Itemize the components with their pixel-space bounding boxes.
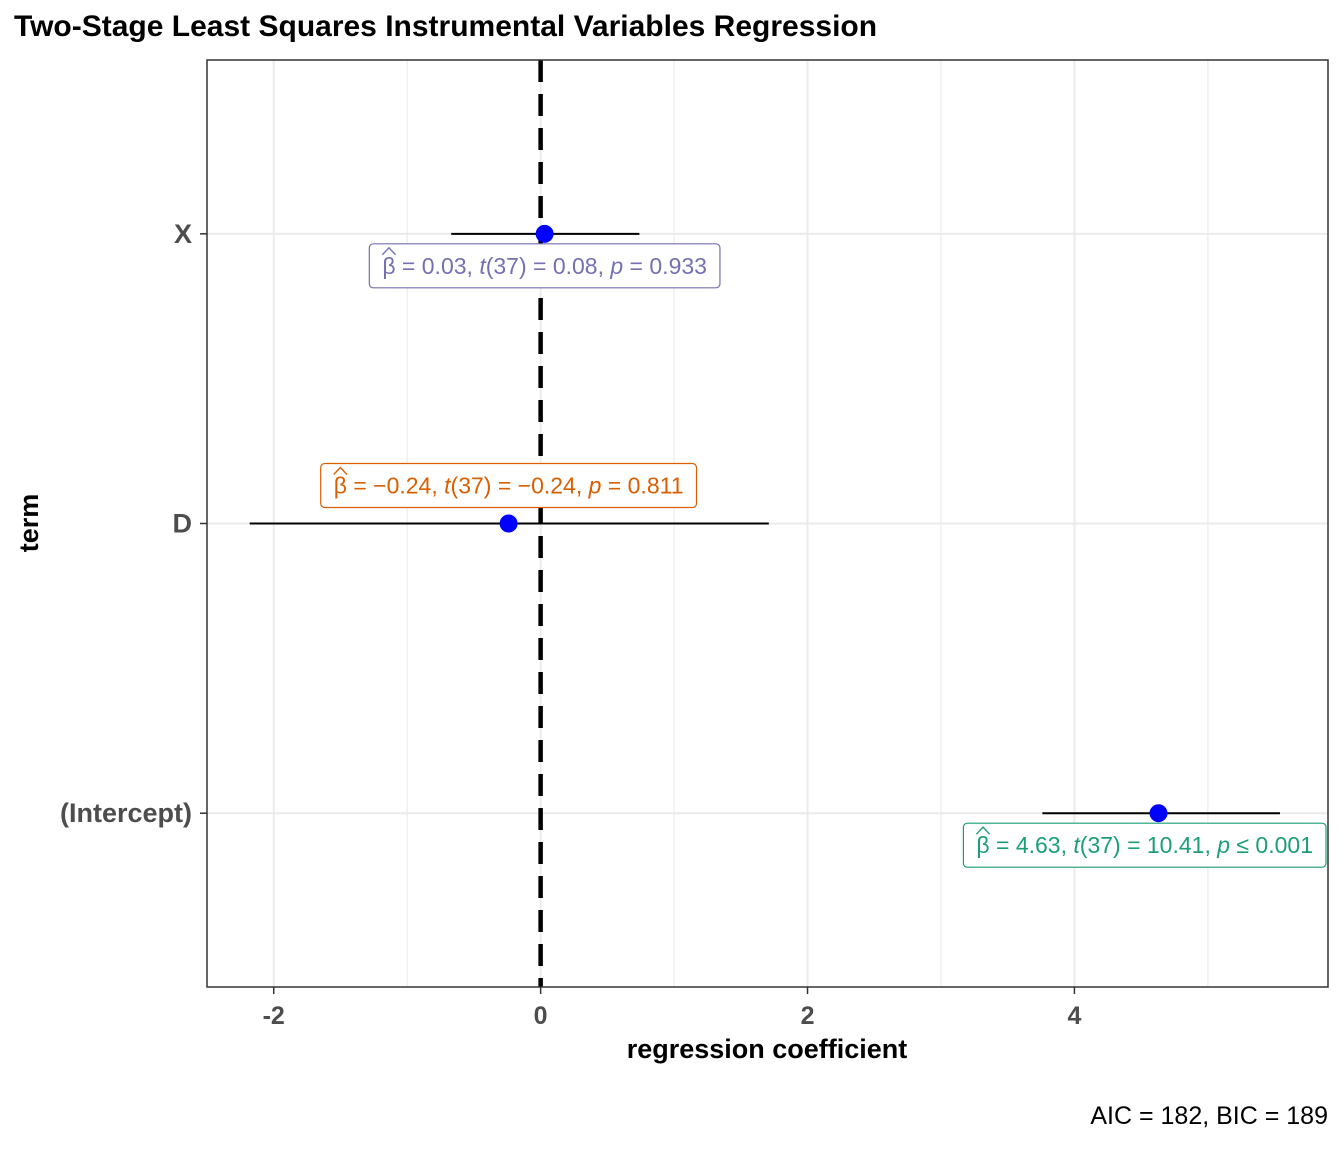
estimate-label-text: β = −0.24, t(37) = −0.24, p = 0.811	[334, 473, 684, 499]
model-fit-caption: AIC = 182, BIC = 189	[1090, 1102, 1328, 1130]
x-tick-label: 4	[1067, 1002, 1081, 1030]
estimate-label-part: (37) = −0.24,	[451, 473, 589, 499]
estimate-point	[499, 514, 518, 533]
estimate-label-text: β = 4.63, t(37) = 10.41, p ≤ 0.001	[976, 832, 1313, 858]
data-marks	[249, 224, 1280, 823]
estimate-label-part: = 0.933	[623, 253, 707, 279]
beta-hat-mark	[381, 246, 397, 256]
x-axis-title: regression coefficient	[627, 1034, 908, 1064]
estimate-label-part: t	[479, 253, 487, 279]
estimate-label-part: (37) = 0.08,	[486, 253, 611, 279]
estimate-point	[535, 224, 554, 243]
estimate-label: β = 4.63, t(37) = 10.41, p ≤ 0.001	[962, 822, 1327, 868]
y-axis-title: term	[14, 494, 44, 553]
estimate-label-box	[962, 822, 1327, 868]
estimate-label-part: = 4.63,	[990, 832, 1074, 858]
estimate-label-part: t	[1073, 832, 1081, 858]
estimate-label-part: p	[609, 253, 623, 279]
estimate-label-part: ≤ 0.001	[1230, 832, 1313, 858]
y-tick-label: (Intercept)	[60, 798, 192, 828]
estimate-label-part: p	[588, 473, 602, 499]
axes: -2 0 2 4 X D (Intercept)	[60, 219, 1082, 1030]
estimate-label-part: = −0.24,	[347, 473, 444, 499]
chart-title: Two-Stage Least Squares Instrumental Var…	[14, 10, 878, 43]
estimate-point	[1149, 804, 1168, 823]
estimate-label: β = −0.24, t(37) = −0.24, p = 0.811	[320, 462, 698, 509]
x-tick-label: 2	[801, 1002, 815, 1030]
y-tick-label: X	[174, 219, 192, 249]
x-tick-label: 0	[534, 1002, 548, 1030]
estimate-label-part: = 0.811	[601, 473, 683, 499]
beta-symbol: β	[334, 473, 347, 499]
x-tick-label: -2	[263, 1002, 285, 1030]
beta-symbol: β	[976, 832, 989, 858]
estimate-label-part: p	[1216, 832, 1230, 858]
estimate-label-text: β = 0.03, t(37) = 0.08, p = 0.933	[382, 253, 707, 279]
estimate-label: β = 0.03, t(37) = 0.08, p = 0.933	[368, 243, 721, 289]
beta-hat-mark	[975, 826, 991, 835]
beta-hat-mark	[333, 466, 348, 475]
estimate-label-box	[368, 243, 721, 289]
estimate-label-part: (37) = 10.41,	[1080, 832, 1217, 858]
estimate-label-part: t	[444, 473, 452, 499]
beta-symbol: β	[382, 253, 395, 279]
y-tick-label: D	[173, 509, 193, 539]
estimate-label-part: = 0.03,	[396, 253, 480, 279]
estimate-label-box	[320, 462, 698, 509]
